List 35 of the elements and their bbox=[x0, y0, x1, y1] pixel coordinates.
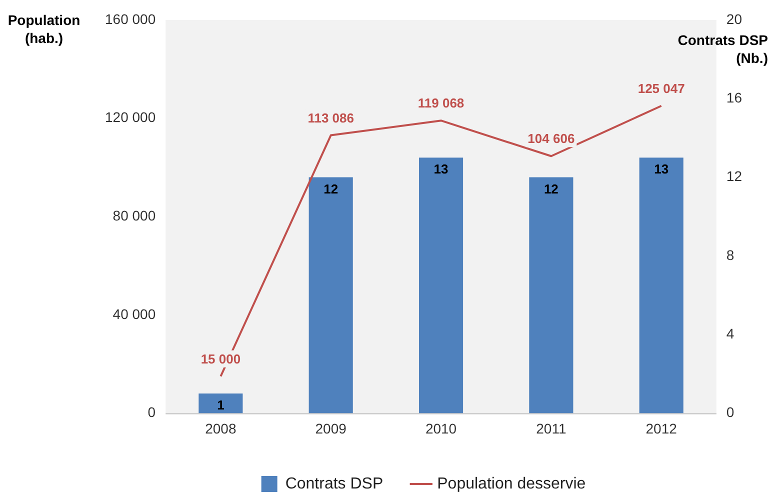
y2-tick-label: 0 bbox=[726, 404, 734, 420]
y2-tick-label: 12 bbox=[726, 168, 742, 184]
data-label: 12 bbox=[544, 181, 558, 196]
y-tick-label: 120 000 bbox=[104, 109, 156, 126]
y-axis-title: Population (hab.) bbox=[8, 12, 80, 46]
x-tick-label: 2011 bbox=[536, 420, 566, 436]
x-tick-label: 2012 bbox=[646, 420, 678, 436]
legend-label: Contrats DSP bbox=[285, 475, 384, 492]
x-tick-label: 2008 bbox=[205, 420, 236, 436]
x-tick-label: 2009 bbox=[315, 420, 347, 436]
bar bbox=[198, 394, 243, 414]
data-label: 125 047 bbox=[638, 80, 685, 96]
bar bbox=[418, 158, 464, 414]
y2-axis-title: Contrats DSP (Nb.) bbox=[678, 32, 768, 66]
data-label: 13 bbox=[654, 162, 669, 177]
y2-tick-label: 8 bbox=[726, 246, 734, 263]
legend-label: Population desservie bbox=[437, 475, 586, 492]
bar bbox=[308, 177, 353, 414]
data-label: 15 000 bbox=[200, 351, 241, 366]
data-label: 13 bbox=[434, 162, 448, 177]
data-label: 119 068 bbox=[418, 96, 464, 111]
y-tick-label: 80 000 bbox=[112, 207, 156, 224]
data-label: 12 bbox=[324, 181, 338, 196]
y-tick-label: 160 000 bbox=[104, 10, 156, 27]
data-label: 104 606 bbox=[528, 131, 575, 146]
data-label: 113 086 bbox=[308, 110, 354, 126]
y-tick-label: 40 000 bbox=[112, 306, 156, 322]
bar bbox=[529, 177, 574, 414]
y2-tick-label: 20 bbox=[726, 10, 742, 27]
bar bbox=[639, 158, 684, 414]
y-tick-label: 0 bbox=[148, 404, 156, 420]
x-tick-label: 2010 bbox=[425, 420, 457, 436]
y2-tick-label: 4 bbox=[726, 325, 734, 342]
data-label: 1 bbox=[217, 398, 224, 413]
y2-tick-label: 16 bbox=[726, 90, 742, 106]
